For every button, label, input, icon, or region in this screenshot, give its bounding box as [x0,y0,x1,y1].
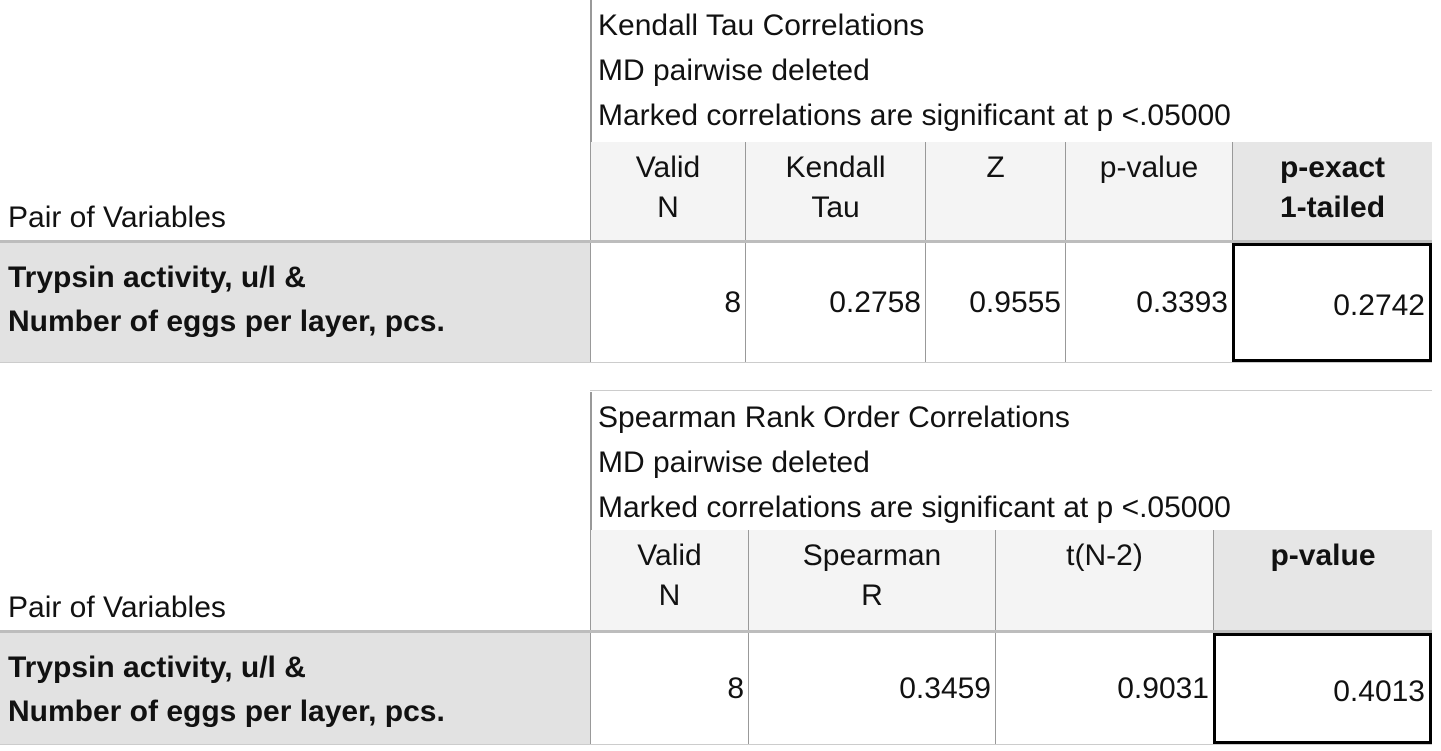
column-header-line: t(N-2) [1066,539,1143,572]
row-header: Pair of Variables [8,591,226,624]
column-header: Valid N [590,530,748,630]
rule [590,390,1432,391]
column-header-line: Kendall [785,151,886,184]
column-header: t(N-2) [995,530,1213,630]
rule [0,362,1432,363]
caption-line: Spearman Rank Order Correlations [598,401,1070,434]
value: 8 [590,633,748,744]
value: 0.9555 [925,243,1065,362]
column-header: Spearman R [748,530,995,630]
value: 0.2758 [745,243,925,362]
caption-line: Kendall Tau Correlations [598,9,925,42]
value: 0.9031 [995,633,1213,744]
value: 0.2742 [1232,243,1432,362]
caption-line: Marked correlations are significant at p… [598,99,1231,132]
value: 0.3393 [1065,243,1232,362]
value: 8 [590,243,745,362]
rule [0,240,1432,243]
caption-line: Marked correlations are significant at p… [598,491,1231,524]
column-header-line: p-value [1099,151,1199,184]
rule [590,392,592,530]
row-label: Number of eggs per layer, pcs. [8,305,445,338]
column-header-line: p-exact [1279,151,1386,184]
row-label: Trypsin activity, u/l & [8,651,306,684]
column-header: Valid N [590,142,745,240]
row-label: Number of eggs per layer, pcs. [8,695,445,728]
column-header-line: R [861,579,883,612]
column-header-line: Spearman [802,539,942,572]
row-label-cell [0,240,590,362]
column-header-line: N [657,191,679,224]
column-header-line: Valid [637,539,702,572]
rule [0,744,1432,745]
caption-line: MD pairwise deleted [598,446,870,479]
column-header: p-value [1213,530,1432,630]
row-label-cell [0,630,590,744]
column-header: Kendall Tau [745,142,925,240]
row-label: Trypsin activity, u/l & [8,261,306,294]
column-header: p-value [1065,142,1232,240]
column-header: p-exact 1-tailed [1232,142,1432,240]
column-header-line: p-value [1270,539,1376,572]
caption-line: MD pairwise deleted [598,54,870,87]
rule [590,0,592,142]
column-header-line: Z [986,151,1005,184]
rule [0,630,1432,633]
column-header-line: Valid [635,151,701,184]
value: 0.4013 [1213,633,1432,744]
column-header-line: 1-tailed [1279,191,1386,224]
value: 0.3459 [748,633,995,744]
row-header: Pair of Variables [8,201,226,234]
column-header: Z [925,142,1065,240]
column-header-line: Tau [811,191,860,224]
column-header-line: N [658,579,681,612]
